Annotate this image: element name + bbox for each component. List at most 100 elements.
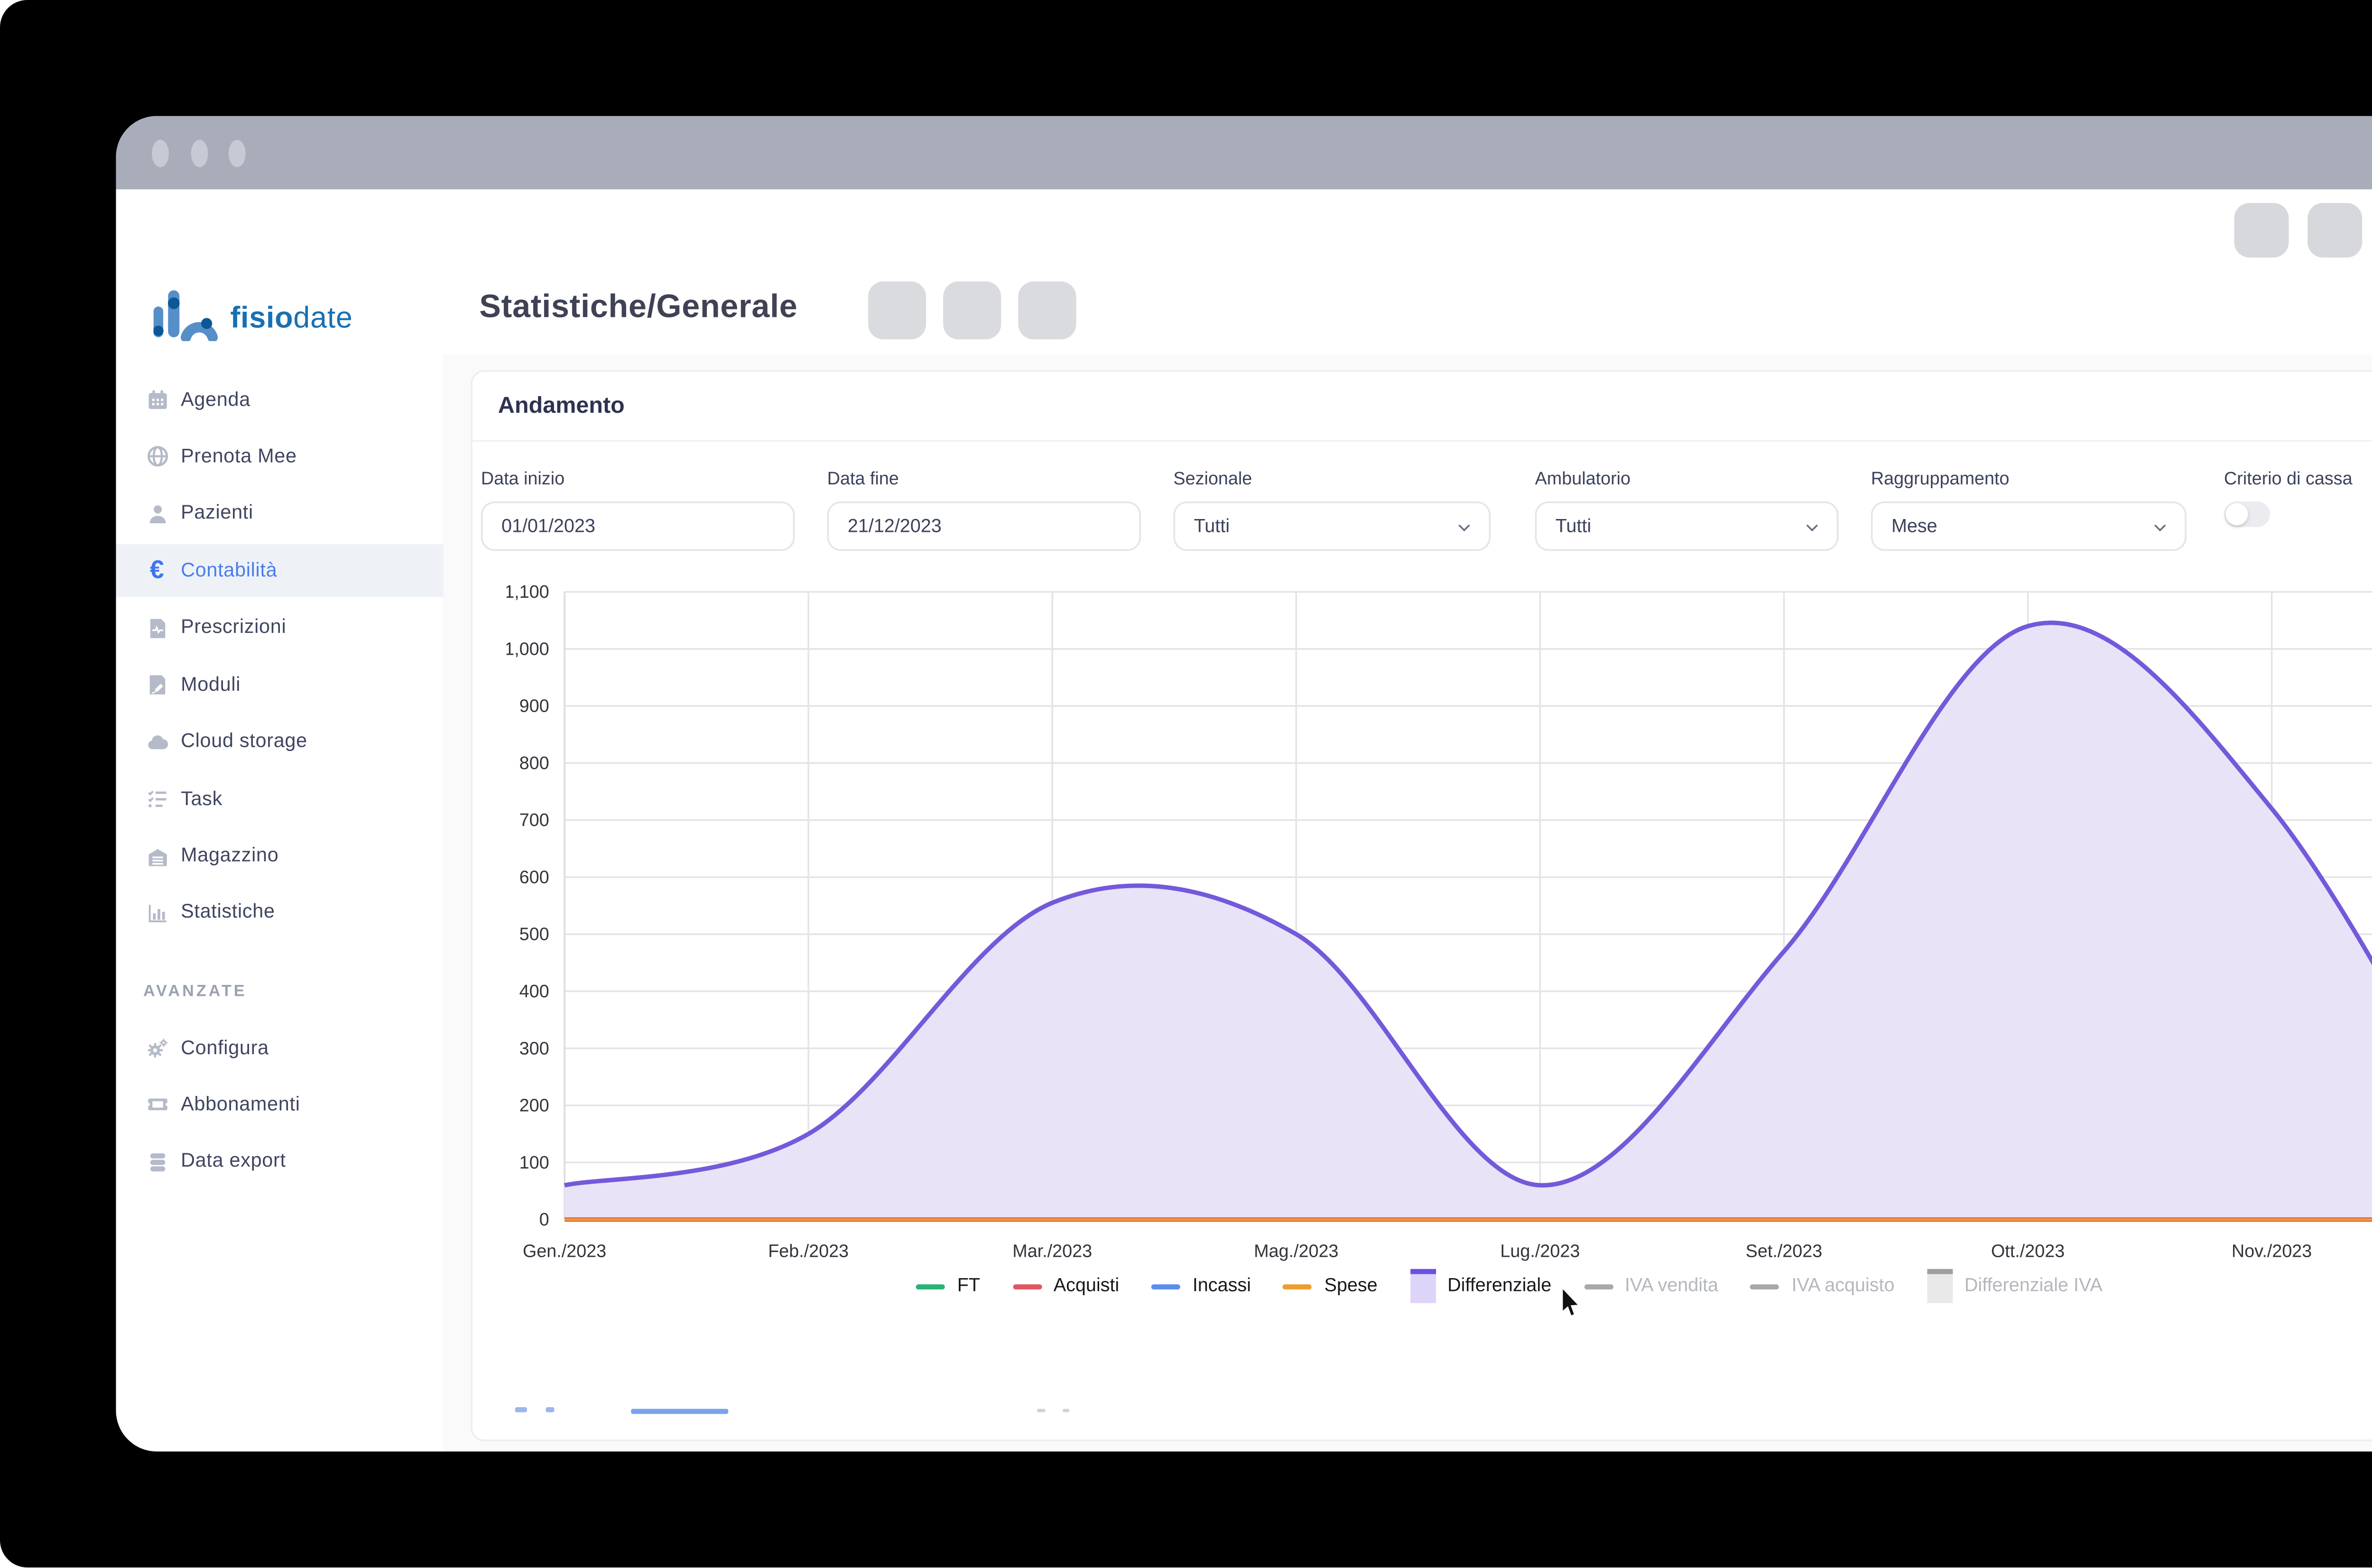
chevron-down-icon [2150, 519, 2169, 538]
brand-bold: fisio [230, 299, 294, 334]
legend-label: IVA acquisto [1791, 1276, 1895, 1297]
subscription-icon [141, 1092, 172, 1118]
app-window: fisiodate Agenda Prenota Mee Pazienti € Cont… [116, 116, 2372, 1452]
brand-light: date [293, 299, 353, 334]
selected-value: Tutti [1194, 516, 1230, 537]
svg-text:500: 500 [519, 924, 549, 944]
redacted-title-button[interactable] [1018, 281, 1076, 340]
filter-data-inizio: Data inizio 01/01/2023 [481, 469, 795, 551]
redacted-title-button[interactable] [868, 281, 927, 340]
raggruppamento-select[interactable]: Mese [1871, 501, 2187, 551]
chevron-down-icon [1455, 519, 1474, 538]
sidebar-item-contabilit[interactable]: € Contabilità [116, 544, 444, 598]
sidebar-item-agenda[interactable]: Agenda [116, 373, 443, 426]
svg-text:100: 100 [519, 1152, 549, 1172]
svg-text:400: 400 [519, 981, 549, 1001]
sidebar-item-label: Cloud storage [181, 732, 307, 752]
svg-text:0: 0 [539, 1209, 549, 1229]
svg-text:600: 600 [519, 867, 549, 887]
filter-ambulatorio: Ambulatorio Tutti [1535, 469, 1839, 551]
legend-swatch [1584, 1283, 1613, 1289]
legend-label: Spese [1324, 1276, 1378, 1297]
form-icon [141, 672, 172, 698]
svg-text:Mar./2023: Mar./2023 [1012, 1241, 1092, 1261]
sidebar-item-label: Moduli [181, 675, 241, 696]
svg-text:300: 300 [519, 1038, 549, 1058]
sidebar-item-statistiche[interactable]: Statistiche [116, 887, 443, 939]
sidebar-item-configura[interactable]: Configura [116, 1021, 443, 1074]
svg-text:Gen./2023: Gen./2023 [523, 1241, 606, 1261]
chart-legend: FT Acquisti Incassi Spese Differenziale IVA v… [473, 1269, 2372, 1303]
criterio-di-cassa-toggle[interactable] [2224, 501, 2270, 527]
legend-item-differenziale[interactable]: Differenziale [1410, 1269, 1551, 1303]
svg-text:Feb./2023: Feb./2023 [768, 1241, 849, 1261]
window-dot-icon[interactable] [228, 139, 246, 167]
redacted-toolbar-button[interactable] [2234, 203, 2289, 258]
svg-text:1,000: 1,000 [507, 639, 549, 659]
gears-icon [141, 1035, 172, 1061]
sidebar-item-label: Contabilità [181, 561, 278, 582]
title-bar-row: Statistiche/Generale [443, 268, 2372, 357]
filter-label: Data fine [827, 469, 899, 490]
clipped-content-fragment [1037, 1409, 1046, 1412]
data-fine-input[interactable]: 21/12/2023 [827, 501, 1141, 551]
svg-text:Lug./2023: Lug./2023 [1500, 1241, 1580, 1261]
sidebar-item-label: Task [181, 789, 222, 810]
toggle-knob [2225, 503, 2248, 526]
legend-item-acquisti[interactable]: Acquisti [1012, 1276, 1119, 1296]
clipped-content-fragment [631, 1409, 729, 1413]
redacted-title-button[interactable] [943, 281, 1001, 340]
ambulatorio-select[interactable]: Tutti [1535, 501, 1839, 551]
sidebar-item-data-export[interactable]: Data export [116, 1136, 443, 1188]
page-title: Statistiche/Generale [479, 290, 798, 326]
sidebar-item-prescrizioni[interactable]: Prescrizioni [116, 602, 443, 654]
sidebar-item-pazienti[interactable]: Pazienti [116, 488, 443, 540]
window-titlebar[interactable] [116, 116, 2372, 190]
svg-text:700: 700 [519, 810, 549, 830]
legend-item-incassi[interactable]: Incassi [1151, 1276, 1251, 1296]
legend-swatch [1012, 1283, 1042, 1289]
sidebar-item-cloud-storage[interactable]: Cloud storage [116, 716, 443, 769]
legend-swatch [1151, 1283, 1181, 1289]
sidebar-item-magazzino[interactable]: Magazzino [116, 830, 443, 882]
filter-label: Ambulatorio [1535, 469, 1631, 490]
sidebar-item-prenota-mee[interactable]: Prenota Mee [116, 431, 443, 483]
data-inizio-input[interactable]: 01/01/2023 [481, 501, 795, 551]
filter-label: Criterio di cassa [2224, 469, 2353, 490]
legend-item-differenziale-iva[interactable]: Differenziale IVA [1927, 1269, 2103, 1303]
svg-text:Mag./2023: Mag./2023 [1254, 1241, 1338, 1261]
sezionale-select[interactable]: Tutti [1173, 501, 1491, 551]
legend-item-ft[interactable]: FT [916, 1276, 980, 1296]
sidebar-item-label: Prenota Mee [181, 446, 297, 467]
legend-item-iva-acquisto[interactable]: IVA acquisto [1751, 1276, 1895, 1297]
prescription-icon [141, 615, 172, 641]
sidebar-item-task[interactable]: Task [116, 773, 443, 826]
redacted-toolbar-button[interactable] [2307, 203, 2363, 258]
legend-item-iva-vendita[interactable]: IVA vendita [1584, 1276, 1718, 1296]
sidebar-section-label: AVANZATE [143, 982, 247, 1002]
globe-icon [141, 444, 172, 470]
clipped-content-fragment [1062, 1409, 1070, 1412]
filter-label: Data inizio [481, 469, 565, 490]
window-dot-icon[interactable] [191, 139, 208, 167]
sidebar-item-label: Abbonamenti [181, 1095, 300, 1115]
sidebar-item-label: Prescrizioni [181, 618, 287, 639]
andamento-panel: Andamento Data inizio 01/01/2023 Data fine… [471, 370, 2372, 1441]
sidebar-item-abbonamenti[interactable]: Abbonamenti [116, 1079, 443, 1132]
brand-name: fisiodate [230, 299, 352, 335]
sidebar-item-label: Magazzino [181, 846, 279, 867]
svg-text:Set./2023: Set./2023 [1746, 1241, 1823, 1261]
panel-header: Andamento [472, 372, 2372, 442]
app-logo[interactable]: fisiodate [153, 288, 353, 346]
database-icon [141, 1150, 172, 1175]
filter-label: Sezionale [1173, 469, 1252, 490]
window-dot-icon[interactable] [151, 139, 169, 167]
sidebar-item-label: Configura [181, 1038, 269, 1058]
filter-raggruppamento: Raggruppamento Mese [1871, 469, 2187, 551]
sidebar-item-moduli[interactable]: Moduli [116, 659, 443, 711]
andamento-chart: 0 100 200 300 400 500 600 700 800 900 1,000 1,100 Ge… [507, 582, 2372, 1261]
svg-text:Nov./2023: Nov./2023 [2232, 1241, 2312, 1261]
sidebar: fisiodate Agenda Prenota Mee Pazienti € Cont… [116, 189, 445, 1452]
legend-item-spese[interactable]: Spese [1283, 1276, 1378, 1297]
